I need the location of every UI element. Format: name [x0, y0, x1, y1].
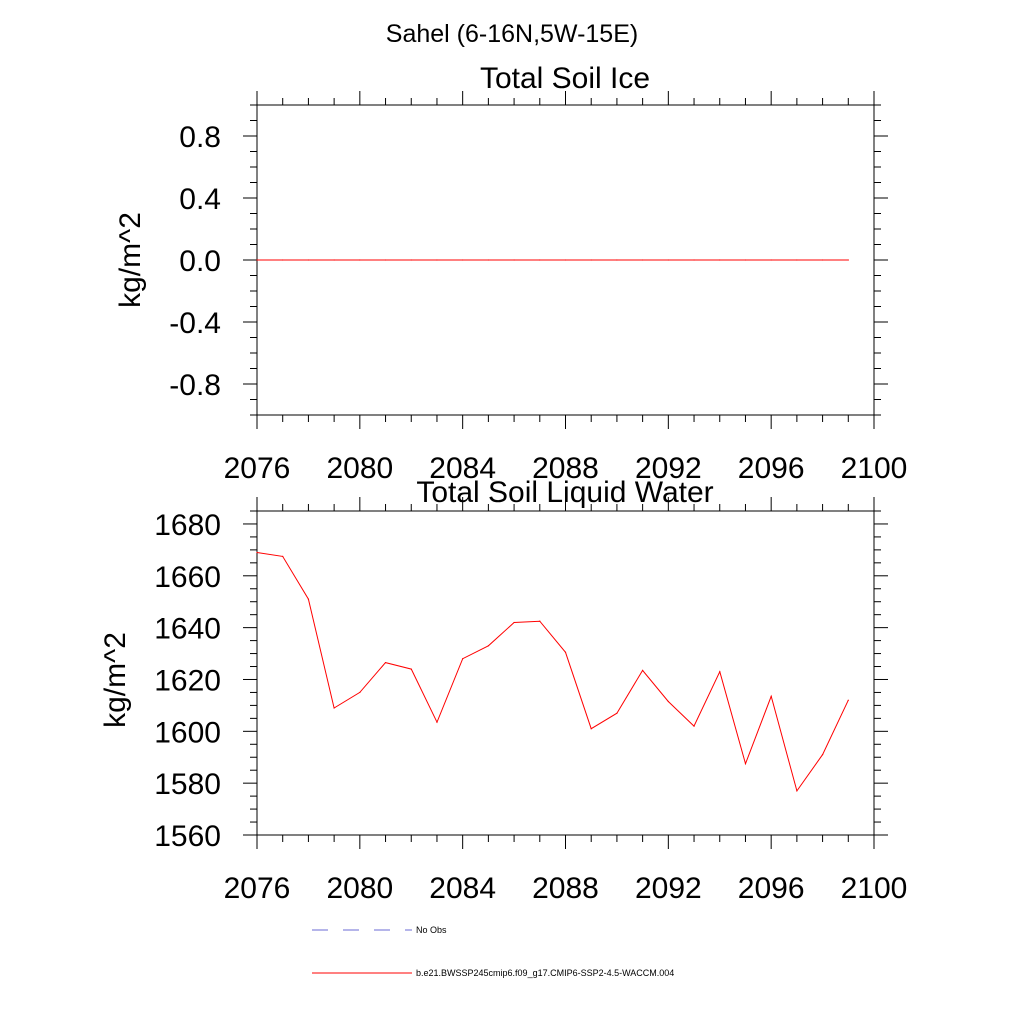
x-tick-label: 2100 — [841, 872, 908, 905]
y-tick-label: 1680 — [154, 509, 221, 542]
data-point — [384, 259, 387, 261]
panel-total-soil-ice: Total Soil Ice kg/m^2 2076 2080 2084 2088 20… — [114, 62, 907, 485]
data-point — [770, 259, 772, 261]
x-tick-label: 2076 — [224, 872, 291, 905]
x-tick-label: 2076 — [224, 452, 291, 485]
data-point — [744, 259, 747, 261]
data-point — [462, 658, 464, 660]
data-point — [436, 721, 438, 723]
data-point — [564, 651, 567, 653]
y-tick-label: 1640 — [154, 613, 221, 646]
y-tick-label: 1580 — [154, 768, 221, 801]
legend-item-no-obs: No Obs — [312, 925, 447, 935]
data-point — [693, 725, 695, 727]
data-point — [744, 763, 747, 765]
data-point — [770, 695, 772, 697]
data-point — [513, 259, 515, 261]
data-point — [282, 259, 284, 261]
y-tick-label: -0.4 — [169, 307, 221, 340]
data-point — [539, 620, 541, 622]
data-point — [256, 259, 258, 261]
figure-title: Sahel (6-16N,5W-15E) — [386, 20, 638, 48]
data-point — [590, 728, 592, 730]
data-point — [359, 259, 361, 261]
plot-frame — [256, 510, 875, 836]
x-tick-label: 2080 — [326, 872, 393, 905]
data-point — [307, 598, 310, 600]
plot-area: 2076 2080 2084 2088 2092 2096 2100 1560 1580 1600… — [154, 497, 907, 905]
x-tick-label: 2088 — [532, 452, 599, 485]
data-point — [410, 259, 412, 261]
data-point — [487, 645, 489, 647]
x-tick-label: 2080 — [326, 452, 393, 485]
data-point — [821, 754, 824, 756]
data-point — [796, 259, 798, 261]
data-point — [282, 555, 284, 557]
data-point — [821, 259, 824, 261]
data-point — [616, 712, 618, 714]
data-point — [539, 259, 541, 261]
data-point — [462, 259, 464, 261]
data-point — [359, 691, 361, 694]
data-point — [590, 259, 592, 261]
legend: No Obs b.e21.BWSSP245cmip6.f09_g17.CMIP6… — [312, 925, 674, 978]
data-point — [256, 551, 258, 554]
data-point — [693, 259, 695, 261]
x-tick-label: 2096 — [738, 872, 805, 905]
data-point — [642, 259, 644, 261]
x-tick-label: 2100 — [841, 452, 908, 485]
x-tick-label: 2092 — [635, 452, 702, 485]
panel-title: Total Soil Ice — [480, 62, 650, 95]
y-tick-label: 0.8 — [179, 121, 221, 154]
data-point — [384, 662, 387, 664]
y-tick-label: 1600 — [154, 716, 221, 749]
data-point — [719, 671, 721, 673]
y-axis-label: kg/m^2 — [99, 632, 132, 728]
y-tick-label: -0.8 — [169, 369, 221, 402]
data-point — [333, 259, 335, 261]
x-tick-label: 2084 — [429, 872, 496, 905]
x-tick-label: 2084 — [429, 452, 496, 485]
y-tick-label: 1660 — [154, 561, 221, 594]
y-tick-label: 0.4 — [179, 183, 221, 216]
data-point — [410, 668, 412, 670]
x-tick-label: 2092 — [635, 872, 702, 905]
series-line — [256, 552, 849, 793]
data-point — [667, 259, 669, 261]
data-point — [487, 259, 489, 261]
y-tick-label: 0.0 — [179, 245, 221, 278]
data-point — [333, 707, 335, 709]
y-tick-label: 1620 — [154, 664, 221, 697]
data-point — [642, 669, 644, 672]
data-point — [847, 259, 849, 261]
data-point — [667, 700, 669, 703]
data-point — [847, 699, 849, 701]
x-tick-label: 2088 — [532, 872, 599, 905]
panel-total-soil-liquid-water: Total Soil Liquid Water kg/m^2 2076 2080 2… — [99, 476, 907, 905]
data-point — [513, 621, 515, 624]
data-point — [436, 259, 438, 261]
data-point — [616, 259, 618, 261]
legend-item-model-run: b.e21.BWSSP245cmip6.f09_g17.CMIP6-SSP2-4… — [312, 968, 674, 978]
legend-label: b.e21.BWSSP245cmip6.f09_g17.CMIP6-SSP2-4… — [416, 968, 674, 978]
x-tick-label: 2096 — [738, 452, 805, 485]
legend-label: No Obs — [416, 925, 447, 935]
data-point — [719, 259, 721, 261]
plot-area: 2076 2080 2084 2088 2092 2096 2100 -0.8 -0.4 0.0 0… — [169, 91, 907, 485]
y-axis-label: kg/m^2 — [114, 212, 147, 308]
data-point — [564, 259, 567, 261]
data-point — [796, 790, 798, 792]
y-tick-label: 1560 — [154, 820, 221, 853]
data-point — [307, 259, 310, 261]
